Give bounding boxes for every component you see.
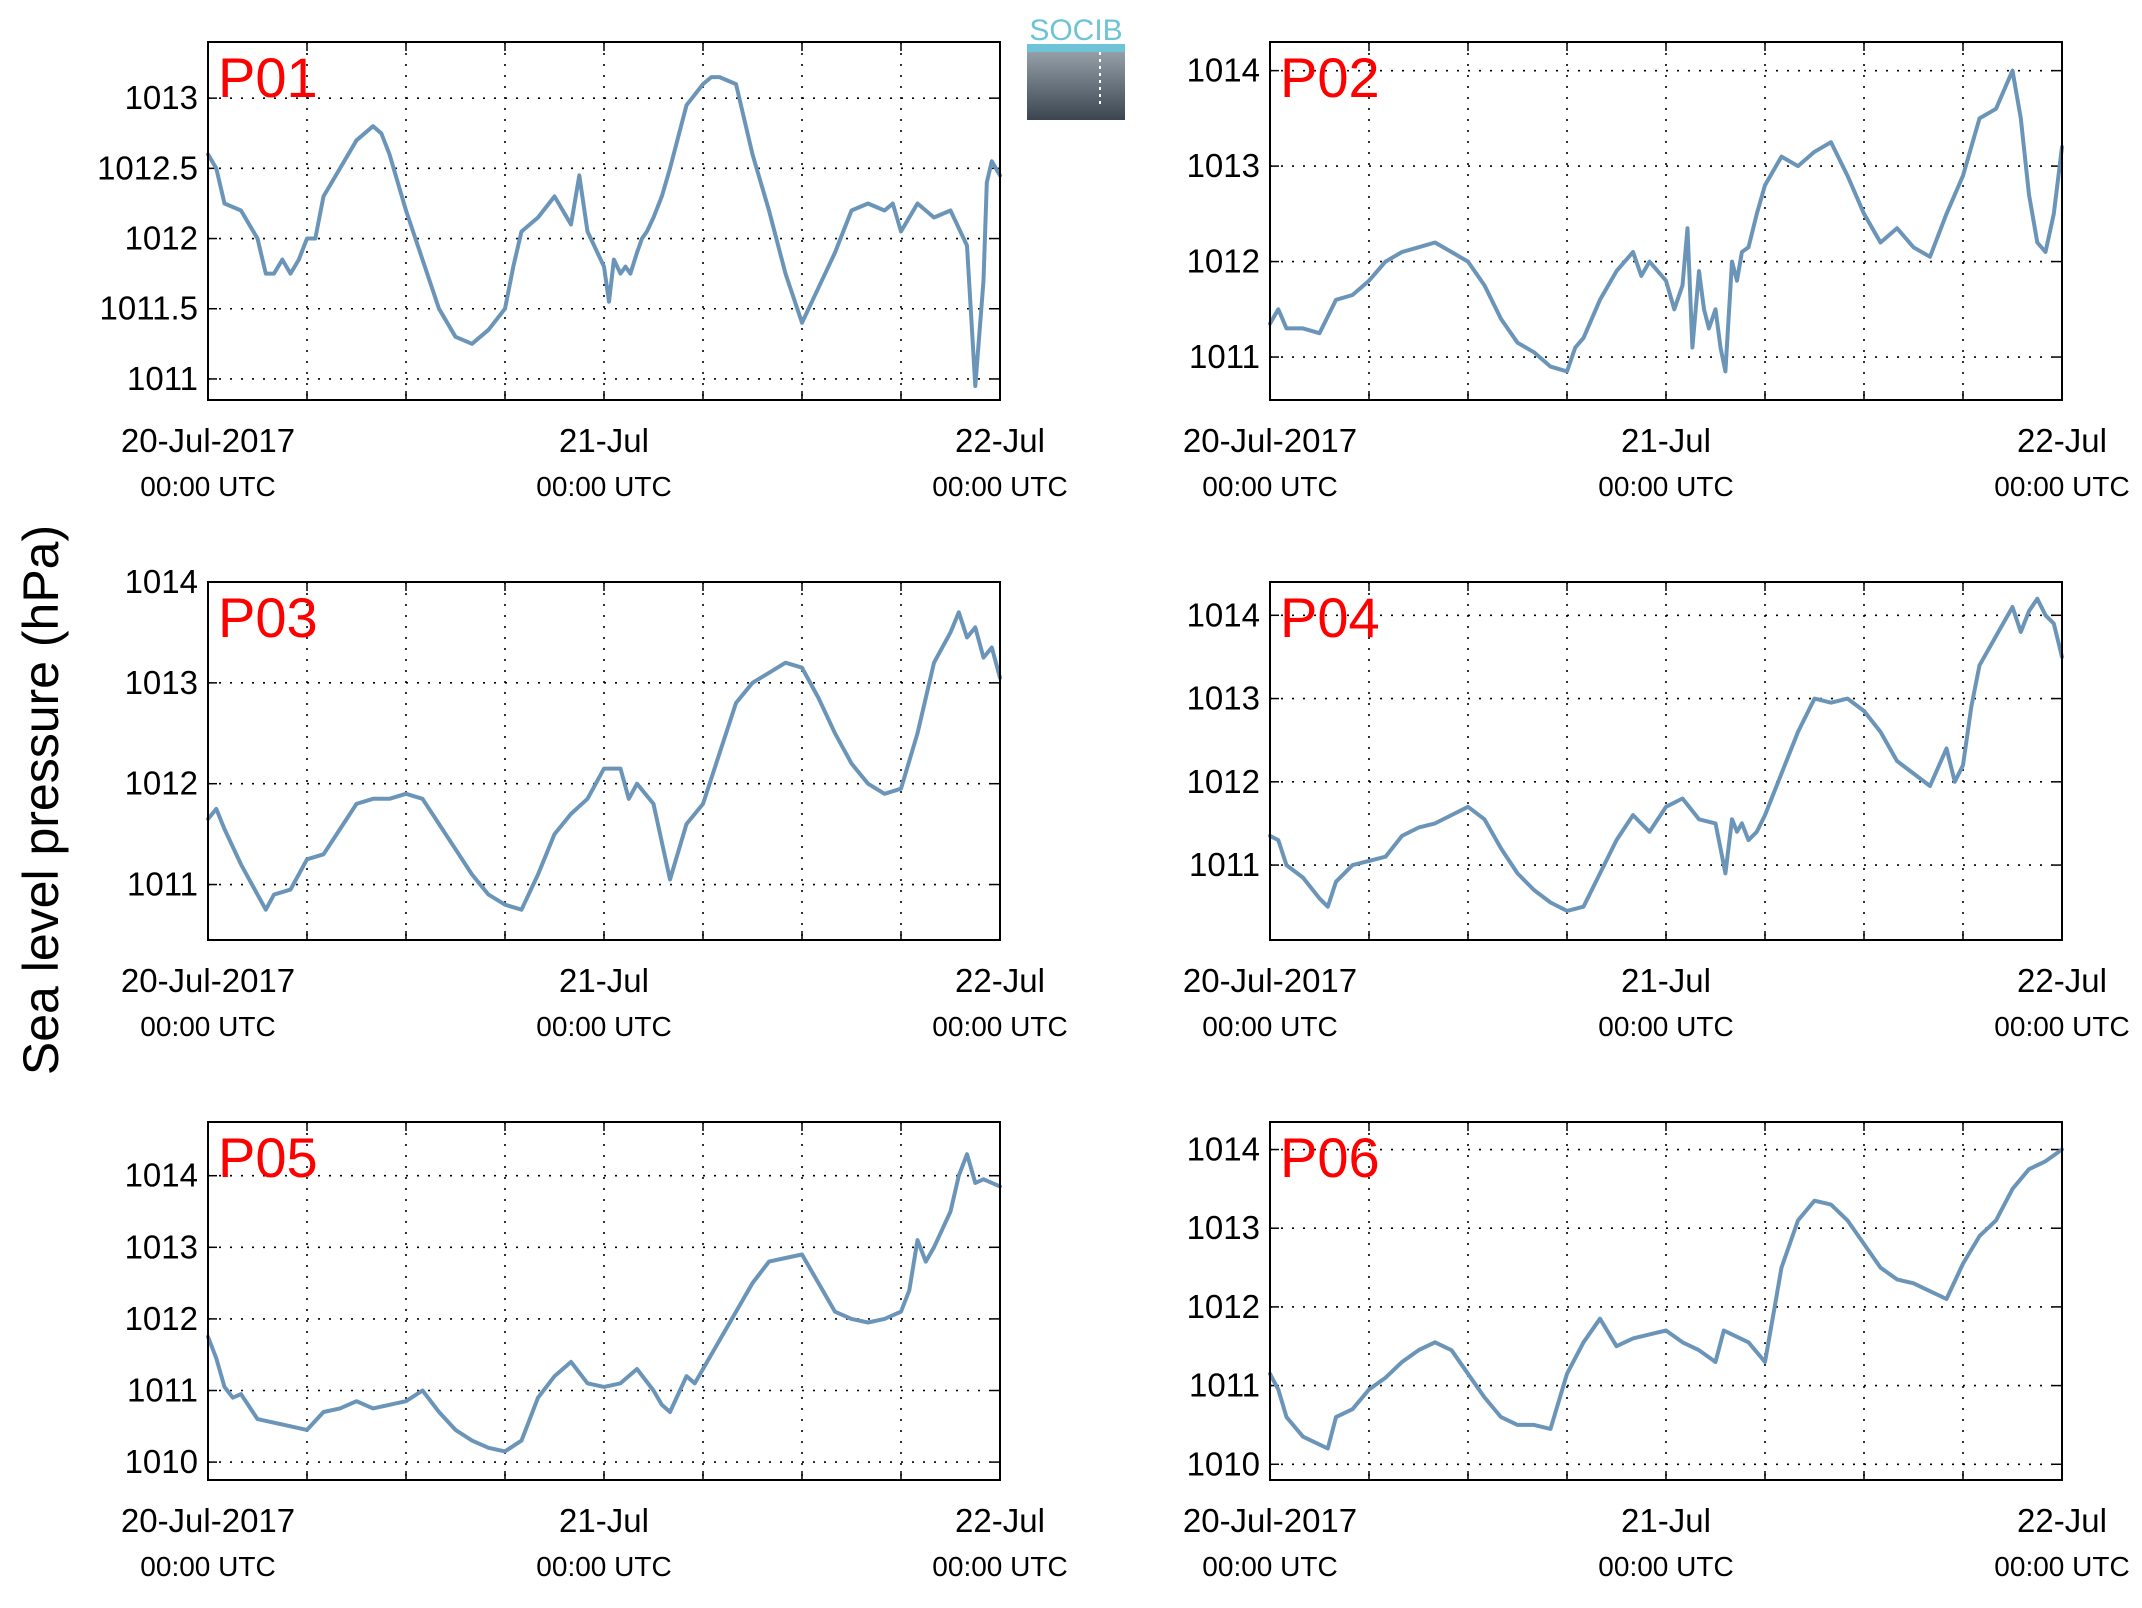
y-tick-label: 1012 [1187,243,1260,280]
x-tick-label: 20-Jul-2017 [121,1502,295,1539]
series-line [1268,596,2064,913]
x-tick-label: 21-Jul [559,962,649,999]
y-tick-label: 1011 [1189,1367,1260,1404]
series-line [206,1152,1002,1454]
x-tick-sublabel: 00:00 UTC [1202,1011,1337,1042]
y-tick-label: 1014 [1187,52,1260,89]
logo-wave [1027,44,1125,52]
y-tick-label: 1013 [125,1228,198,1265]
y-tick-label: 1010 [1187,1445,1260,1482]
x-tick-sublabel: 00:00 UTC [140,1011,275,1042]
y-tick-label: 1013 [125,664,198,701]
x-tick-sublabel: 00:00 UTC [536,1011,671,1042]
y-tick-label: 1012.5 [97,149,198,186]
x-tick-label: 22-Jul [955,422,1045,459]
x-tick-label: 20-Jul-2017 [121,962,295,999]
x-tick-label: 20-Jul-2017 [1183,1502,1357,1539]
socib-logo: SOCIB [1027,14,1125,120]
y-tick-label: 1010 [125,1443,198,1480]
x-tick-label: 22-Jul [955,962,1045,999]
x-tick-sublabel: 00:00 UTC [1994,1011,2129,1042]
y-axis-label: Sea level pressure (hPa) [13,525,69,1075]
x-tick-label: 20-Jul-2017 [1183,962,1357,999]
y-tick-label: 1011 [1189,846,1260,883]
x-tick-label: 22-Jul [955,1502,1045,1539]
y-tick-label: 1014 [1187,596,1260,633]
y-tick-label: 1013 [1187,147,1260,184]
panel-label: P06 [1280,1126,1380,1189]
x-tick-label: 21-Jul [1621,962,1711,999]
y-tick-label: 1013 [1187,680,1260,717]
axes-frame [207,41,1001,401]
panel-3: 1011 1012 1013 1014 20-Jul-2017 00:00 UTC 21-J… [121,563,1068,1042]
y-tick-label: 1013 [1187,1209,1260,1246]
x-tick-label: 22-Jul [2017,422,2107,459]
panel-5: 1010 1011 1012 1013 1014 20-Jul-2017 00:00 UTC… [121,1121,1068,1582]
y-tick-label: 1011.5 [100,290,198,327]
axes-frame [1269,1121,2063,1481]
x-tick-label: 22-Jul [2017,962,2107,999]
panel-4: 1011 1012 1013 1014 20-Jul-2017 00:00 UTC 21-J… [1183,581,2130,1042]
series-line [1268,68,2064,374]
logo-block [1027,48,1125,120]
x-tick-sublabel: 00:00 UTC [932,1551,1067,1582]
series-line [206,75,1002,388]
panels: 1011 1011.5 1012 1012.5 1013 20-Jul-2017 00:00… [97,41,2130,1582]
y-tick-label: 1011 [127,1372,198,1409]
y-tick-label: 1011 [1189,338,1260,375]
x-tick-sublabel: 00:00 UTC [1202,471,1337,502]
y-tick-label: 1014 [125,1157,198,1194]
logo-text: SOCIB [1029,14,1122,47]
panel-label: P01 [218,46,318,109]
x-tick-sublabel: 00:00 UTC [1994,1551,2129,1582]
panel-label: P03 [218,586,318,649]
axes-frame [1269,41,2063,401]
x-tick-label: 21-Jul [1621,422,1711,459]
panel-2: 1011 1012 1013 1014 20-Jul-2017 00:00 UTC 21-J… [1183,41,2130,502]
panel-label: P04 [1280,586,1380,649]
x-tick-sublabel: 00:00 UTC [1994,471,2129,502]
x-tick-sublabel: 00:00 UTC [536,1551,671,1582]
axes-frame [207,581,1001,941]
y-tick-label: 1012 [125,765,198,802]
panel-label: P02 [1280,46,1380,109]
x-tick-sublabel: 00:00 UTC [536,471,671,502]
x-tick-sublabel: 00:00 UTC [1598,1011,1733,1042]
series-line [206,610,1002,912]
x-tick-label: 21-Jul [1621,1502,1711,1539]
panel-label: P05 [218,1126,318,1189]
y-tick-label: 1014 [125,563,198,600]
y-tick-label: 1011 [127,866,198,903]
x-tick-sublabel: 00:00 UTC [932,1011,1067,1042]
x-tick-sublabel: 00:00 UTC [140,1551,275,1582]
x-tick-label: 20-Jul-2017 [121,422,295,459]
y-tick-label: 1011 [127,360,198,397]
y-tick-label: 1012 [125,220,198,257]
x-tick-sublabel: 00:00 UTC [1598,1551,1733,1582]
x-tick-sublabel: 00:00 UTC [1202,1551,1337,1582]
y-tick-label: 1014 [1187,1131,1260,1168]
x-tick-label: 21-Jul [559,1502,649,1539]
x-tick-sublabel: 00:00 UTC [1598,471,1733,502]
axes-frame [1269,581,2063,941]
y-tick-label: 1012 [1187,1288,1260,1325]
y-tick-label: 1012 [125,1300,198,1337]
x-tick-sublabel: 00:00 UTC [140,471,275,502]
axes-frame [207,1121,1001,1481]
y-tick-label: 1012 [1187,763,1260,800]
x-tick-label: 20-Jul-2017 [1183,422,1357,459]
x-tick-sublabel: 00:00 UTC [932,471,1067,502]
panel-6: 1010 1011 1012 1013 1014 20-Jul-2017 00:00 UTC… [1183,1121,2130,1582]
y-tick-label: 1013 [125,79,198,116]
panel-1: 1011 1011.5 1012 1012.5 1013 20-Jul-2017 00:00… [97,41,1068,502]
x-tick-label: 21-Jul [559,422,649,459]
series-line [1268,1147,2064,1451]
x-tick-label: 22-Jul [2017,1502,2107,1539]
